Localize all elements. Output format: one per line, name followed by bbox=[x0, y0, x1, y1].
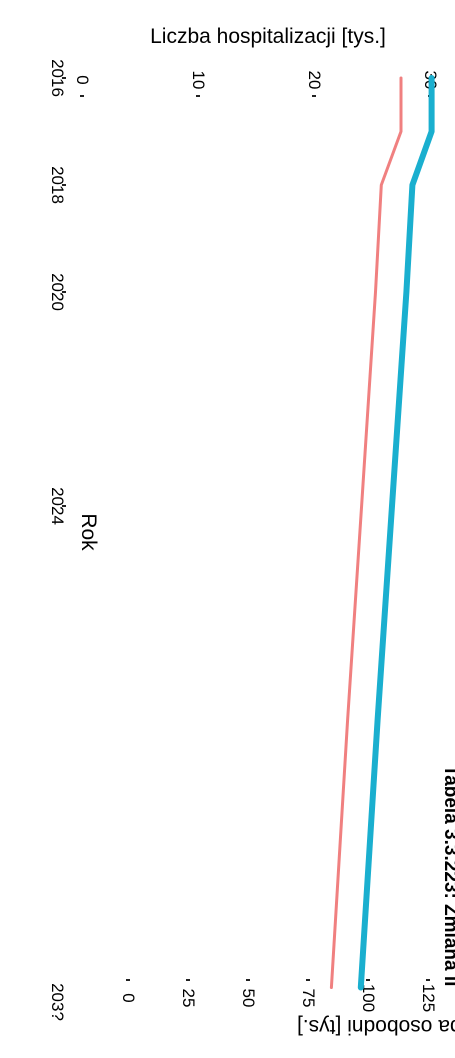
year-tick-label: 203? bbox=[48, 983, 67, 1021]
table-caption: Tabela 3.3.223: Zmiana li bbox=[440, 765, 455, 986]
year-tick-label: 2024 bbox=[48, 487, 67, 525]
year-axis-ticks: 2016 2018 2020 2024 203? bbox=[48, 59, 67, 1021]
year-axis-label: Rok bbox=[77, 513, 100, 551]
bottom-tick-label: 125 bbox=[419, 984, 438, 1012]
bottom-axis-ticks: 0 25 50 75 100 125 bbox=[119, 979, 438, 1012]
series-lines bbox=[329, 75, 435, 991]
bottom-tick-label: 100 bbox=[359, 984, 378, 1012]
bottom-tick-label: 0 bbox=[119, 993, 138, 1002]
bottom-axis-label: Liczba osobodni [tys.] bbox=[297, 1015, 455, 1038]
bottom-tick-label: 75 bbox=[299, 989, 318, 1008]
top-axis-ticks: 0 10 20 30 bbox=[73, 71, 440, 97]
hospitalizations-line bbox=[329, 76, 403, 989]
bottom-tick-label: 25 bbox=[179, 989, 198, 1008]
year-tick-label: 2020 bbox=[48, 273, 67, 311]
top-tick-label: 0 bbox=[73, 75, 92, 84]
top-tick-label: 20 bbox=[305, 71, 324, 90]
patient-days-line bbox=[357, 75, 435, 991]
bottom-tick-label: 50 bbox=[239, 989, 258, 1008]
top-tick-label: 10 bbox=[189, 71, 208, 90]
top-axis-label: Liczba hospitalizacji [tys.] bbox=[150, 25, 386, 48]
year-tick-label: 2018 bbox=[48, 166, 67, 204]
year-tick-label: 2016 bbox=[48, 59, 67, 97]
